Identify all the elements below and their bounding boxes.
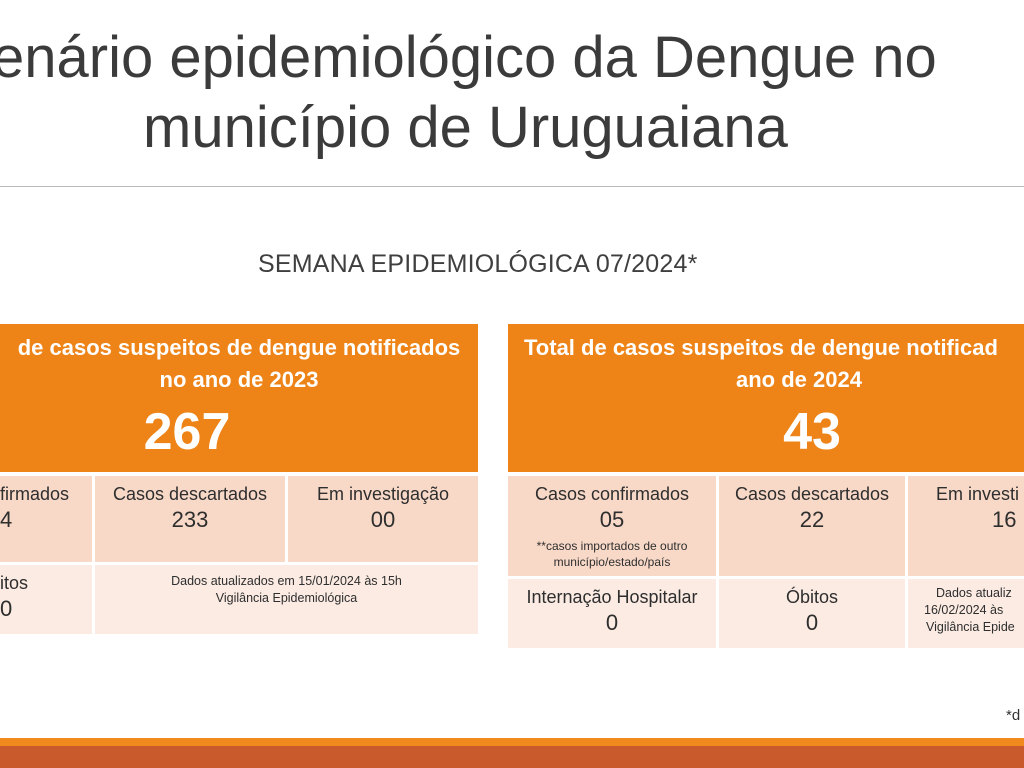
- card-2024-imported-note-line-2: município/estado/país: [553, 555, 671, 569]
- card-2024-investigation-value: 16: [992, 507, 1017, 532]
- card-2023-investigation-cell: Em investigação 00: [288, 476, 478, 562]
- card-2023-header-line-1: de casos suspeitos de dengue notificados: [17, 335, 461, 360]
- card-2023-investigation-label: Em investigação: [316, 484, 450, 504]
- card-2024: Total de casos suspeitos de dengue notif…: [508, 324, 1024, 648]
- card-2023-deaths-value: 0: [0, 596, 13, 621]
- card-2024-confirmed-cell: Casos confirmados 05 **casos importados …: [508, 476, 716, 576]
- card-2023-discarded-cell: Casos descartados 233: [95, 476, 285, 562]
- card-2024-update-line-2: 16/02/2024 às: [924, 603, 1004, 617]
- card-2023-confirmed-label: firmados: [0, 484, 70, 504]
- footer-bar: [0, 746, 1024, 768]
- card-2023-investigation-value: 00: [370, 507, 396, 532]
- card-2024-discarded-cell: Casos descartados 22: [719, 476, 905, 576]
- card-2024-deaths-label: Óbitos: [785, 587, 839, 607]
- epidemiological-week-heading: SEMANA EPIDEMIOLÓGICA 07/2024*: [258, 250, 698, 278]
- card-2024-header-line-1: Total de casos suspeitos de dengue notif…: [524, 335, 998, 360]
- card-2023-confirmed-value: 4: [0, 507, 13, 532]
- title-line-1: enário epidemiológico da Dengue no: [0, 25, 937, 90]
- card-2024-hospitalization-value: 0: [605, 610, 619, 635]
- card-2024-hospitalization-label: Internação Hospitalar: [526, 587, 698, 607]
- card-2023-total: 267: [143, 403, 231, 461]
- card-2023-deaths-label: itos: [0, 573, 29, 593]
- card-2024-confirmed-value: 05: [599, 507, 625, 532]
- card-2023-confirmed-cell: firmados 4: [0, 476, 92, 562]
- title-line-2: município de Uruguaiana: [143, 95, 788, 160]
- footnote-marker: *d: [1006, 707, 1021, 724]
- card-2023: de casos suspeitos de dengue notificados…: [0, 324, 478, 634]
- card-2023-discarded-label: Casos descartados: [112, 484, 268, 504]
- card-2024-deaths-cell: Óbitos 0: [719, 579, 905, 648]
- card-2023-header: de casos suspeitos de dengue notificados…: [0, 324, 478, 472]
- title-divider: [0, 186, 1024, 187]
- card-2024-header-line-2: ano de 2024: [736, 367, 862, 392]
- card-2023-deaths-cell: itos 0: [0, 565, 92, 634]
- card-2024-imported-note-line-1: **casos importados de outro: [536, 539, 688, 553]
- card-2024-update-line-3: Vigilância Epide: [926, 620, 1015, 634]
- card-2024-update-cell: Dados atualiz 16/02/2024 às Vigilância E…: [908, 579, 1024, 648]
- card-2024-deaths-value: 0: [805, 610, 819, 635]
- card-2024-confirmed-label: Casos confirmados: [534, 484, 690, 504]
- card-2023-update-line-1: Dados atualizados em 15/01/2024 às 15h: [171, 574, 402, 588]
- card-2023-update-line-2: Vigilância Epidemiológica: [215, 591, 358, 605]
- card-2024-hospitalization-cell: Internação Hospitalar 0: [508, 579, 716, 648]
- card-2024-investigation-cell: Em investi 16: [908, 476, 1024, 576]
- card-2024-discarded-value: 22: [799, 507, 825, 532]
- card-2024-total: 43: [783, 403, 841, 461]
- card-2024-header: Total de casos suspeitos de dengue notif…: [508, 324, 1024, 472]
- card-2023-discarded-value: 233: [171, 507, 209, 532]
- card-2024-discarded-label: Casos descartados: [734, 484, 890, 504]
- card-2024-investigation-label: Em investi: [936, 484, 1020, 504]
- slide-title: enário epidemiológico da Dengue no munic…: [0, 22, 1024, 172]
- card-2024-update-line-1: Dados atualiz: [936, 586, 1012, 600]
- card-2023-update-cell: Dados atualizados em 15/01/2024 às 15h V…: [95, 565, 478, 634]
- footer-orange-stripe: [0, 738, 1024, 746]
- card-2023-header-line-2: no ano de 2023: [159, 367, 319, 392]
